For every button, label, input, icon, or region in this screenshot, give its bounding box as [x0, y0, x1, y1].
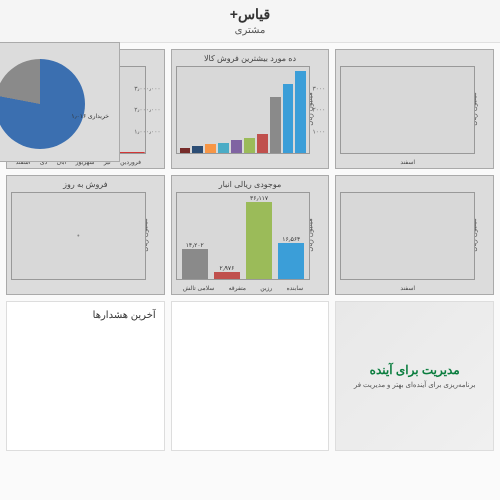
chart-area-bars: ۳۰۰۰ ۲۰۰۰ ۱۰۰۰	[176, 66, 311, 154]
app-header: قیاس+ مشتری	[0, 0, 500, 43]
panel-top-sales[interactable]: ده مورد بیشترین فروش کالا میلیون ریال ۳۰…	[171, 49, 330, 169]
alerts-title: آخرین هشدارها	[15, 310, 156, 321]
pie-chart	[0, 59, 85, 149]
panel-cutoff-2[interactable]: میلیون ریال اسفند	[335, 175, 494, 295]
alerts-card[interactable]: آخرین هشدارها	[6, 301, 165, 451]
chart-title: موجودی ریالی انبار	[176, 180, 325, 189]
panel-pie[interactable]: خریداری ۱٫۰۱۶ ٪۳	[0, 42, 120, 162]
promo-subtitle: برنامه‌ریزی برای آینده‌ای بهتر و مدیریت …	[354, 381, 476, 389]
lower-grid: مدیریت برای آینده برنامه‌ریزی برای آینده…	[0, 301, 500, 457]
xticks-inv: سابندهرزینمتفرقهسلامی تالش	[176, 285, 311, 292]
chart-area-cutoff2	[340, 192, 475, 280]
empty-chart: •	[11, 192, 146, 280]
panel-cutoff[interactable]: میلیون ریال اسفند	[335, 49, 494, 169]
chart-title: ده مورد بیشترین فروش کالا	[176, 54, 325, 63]
promo-title: مدیریت برای آینده	[370, 363, 460, 377]
panel-inventory[interactable]: موجودی ریالی انبار میلیون ریال ۱۶٫۵۶۴۳۶٫…	[171, 175, 330, 295]
promo-card[interactable]: مدیریت برای آینده برنامه‌ریزی برای آینده…	[335, 301, 494, 451]
app-subtitle: مشتری	[0, 25, 500, 36]
panel-daily-sales[interactable]: فروش به روز میلیون ریال •	[6, 175, 165, 295]
xticks-cutoff: اسفند	[340, 159, 475, 166]
empty-card	[171, 301, 330, 451]
chart-title: فروش به روز	[11, 180, 160, 189]
xticks-cutoff2: اسفند	[340, 285, 475, 292]
chart-area-inv: ۱۶٫۵۶۴۳۶٫۱۱۷۲٫۹۷۶۱۴٫۲۰۲	[176, 192, 311, 280]
chart-area-cutoff	[340, 66, 475, 154]
app-title: قیاس+	[0, 6, 500, 23]
